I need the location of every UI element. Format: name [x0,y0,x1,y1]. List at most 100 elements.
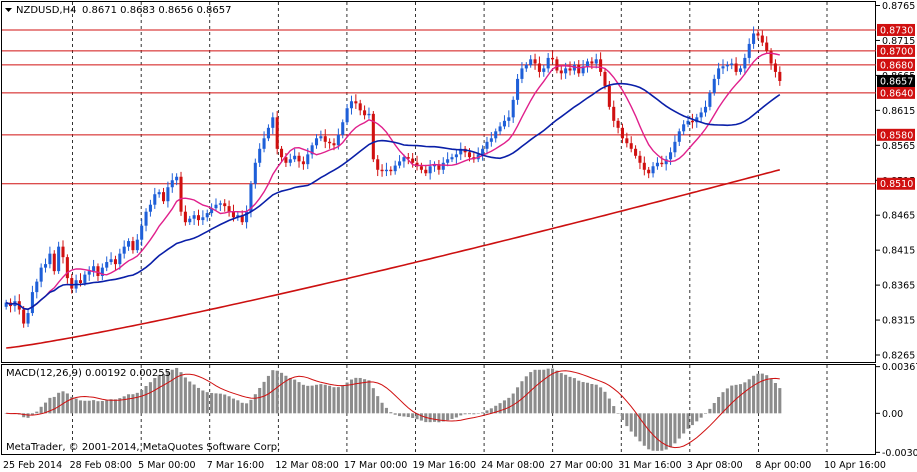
triangle-down-icon[interactable] [5,8,12,12]
candle-body [105,262,109,268]
macd-histogram-bar [236,400,240,414]
candle-body [437,164,441,170]
candle-body [354,101,358,104]
time-label: 19 Mar 16:00 [413,460,476,471]
level-label: 0.8730 [880,25,913,36]
candle-body [651,166,655,174]
macd-histogram-bar [651,413,655,451]
time-label: 27 Mar 00:00 [550,460,613,471]
candle-body [559,70,563,74]
macd-histogram-bar [507,397,511,414]
macd-histogram-bar [231,398,235,414]
candle-body [192,215,196,219]
candle-body [450,157,454,160]
time-label: 24 Mar 08:00 [481,460,544,471]
candle-body [284,157,288,163]
macd-histogram-bar [634,413,638,437]
macd-histogram-bar [660,413,664,451]
candle-body [157,192,161,195]
candle-body [113,259,117,265]
macd-histogram-bar [258,387,262,414]
level-label: 0.8700 [880,46,913,57]
macd-histogram-bar [262,381,266,414]
time-label: 3 Apr 08:00 [687,460,743,471]
candle-body [502,120,506,127]
candle-body [188,218,192,223]
macd-histogram-bar [249,399,253,414]
macd-histogram-bar [253,394,257,414]
price-tick-label: 0.8415 [882,246,915,257]
level-label-box [877,23,915,36]
candle-body [529,59,533,65]
macd-histogram-bar [61,391,65,414]
macd-histogram-bar [210,392,214,414]
candle-body [642,162,646,170]
candle-body [109,259,113,263]
copyright-text: MetaTrader, © 2001-2014, MetaQuotes Soft… [6,442,280,453]
macd-histogram-bar [26,413,30,418]
candle-body [682,124,686,132]
candle-body [227,206,231,212]
time-axis[interactable]: 25 Feb 2014 28 Feb 08:00 5 Mar 00:00 7 Mar … [3,460,886,471]
macd-histogram-bar [581,382,585,414]
candle-body [349,101,354,109]
candle-body [341,122,345,135]
macd-histogram-bar [354,377,358,414]
macd-histogram-bar [498,403,502,414]
macd-histogram-bar [39,406,43,414]
macd-histogram-bar [122,396,126,414]
time-label: 5 Mar 00:00 [138,460,195,471]
macd-histogram-bar [564,374,568,414]
macd-histogram-bar [607,398,611,414]
candle-body [57,246,61,272]
macd-histogram-bar [70,396,74,414]
macd-histogram-bar [463,413,467,415]
candle-body [572,64,576,71]
candle-body [673,141,677,153]
candle-body [603,71,607,86]
macd-histogram-bar [647,413,651,450]
macd-histogram-bar [537,369,541,414]
macd-histogram-bar [415,413,419,420]
macd-tick-label: 0.00 [882,409,903,420]
horizontal-levels[interactable] [2,29,876,185]
macd-histogram-bar [280,372,284,414]
macd-histogram-bar [131,394,135,414]
time-label: 17 Mar 00:00 [344,460,407,471]
macd-histogram-bar [542,369,546,414]
moving-averages [5,52,781,349]
time-label: 25 Feb 2014 [3,460,62,471]
candle-body [363,110,367,116]
candle-body [752,33,756,44]
candle-body [153,194,157,205]
level-label: 0.8640 [880,88,913,99]
candle-body [537,63,541,72]
macd-histogram-bar [459,413,463,416]
candle-body [78,280,83,284]
price-pane[interactable] [1,1,876,363]
macd-histogram-bar [629,413,633,432]
candle-body [144,211,148,226]
level-label: 0.8680 [880,60,913,71]
macd-histogram-bar [179,372,183,414]
macd-histogram-bar [153,377,157,414]
candle-body [498,126,502,132]
candle-body [629,143,633,149]
candle-body [280,148,284,158]
ohlc-values: 0.8671 0.8683 0.8656 0.8657 [82,5,232,16]
macd-histogram-bar [441,413,445,422]
macd-histogram-bar [590,383,594,414]
macd-histogram-bar [227,396,231,414]
macd-histogram-bar [30,413,34,416]
candle-body [699,112,703,118]
macd-histogram-bar [201,390,205,414]
candle-body [393,165,397,172]
candle-body [358,103,362,111]
candle-body [542,68,546,72]
symbol-label: NZDUSD,H4 [16,5,76,16]
macd-histogram-bar [188,381,192,414]
price-tick-label: 0.8365 [882,281,915,292]
macd-histogram-bar [695,413,699,422]
candle-body [30,292,34,314]
